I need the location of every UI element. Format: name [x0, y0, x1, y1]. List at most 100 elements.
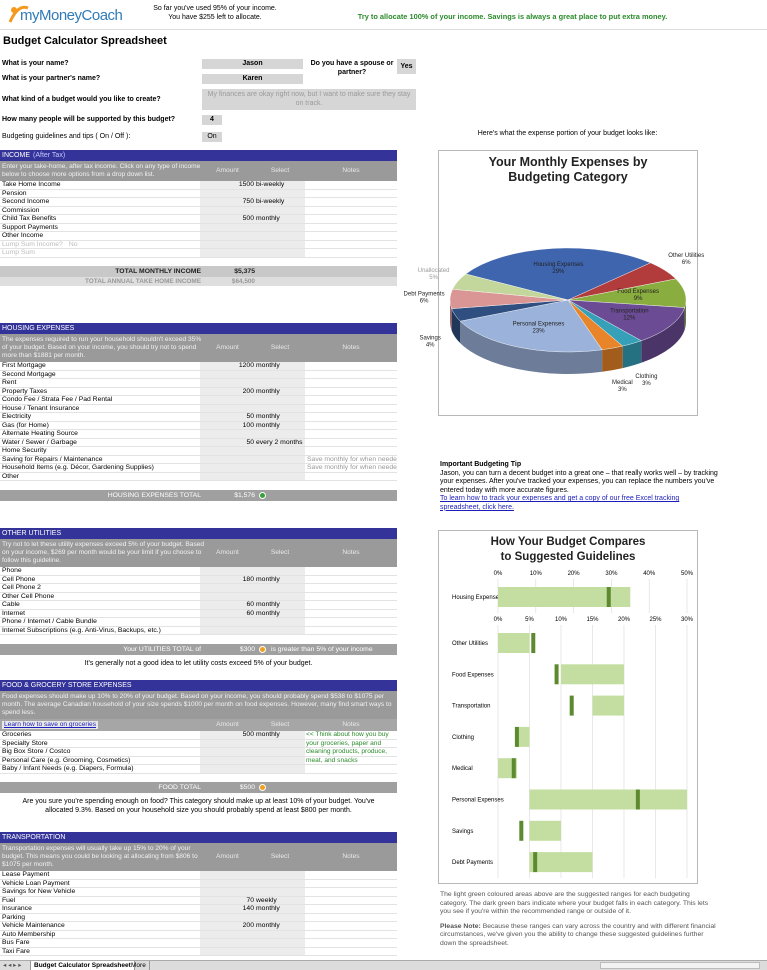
tab[interactable]: Budget Calculator Spreadsheet [30, 961, 135, 970]
amount-cell[interactable] [200, 765, 255, 773]
amount-cell[interactable]: 100 [200, 421, 255, 429]
amount-cell[interactable]: 60 [200, 601, 255, 609]
select-cell[interactable] [255, 430, 305, 438]
answer[interactable]: 4 [202, 115, 222, 125]
select-cell[interactable] [255, 206, 305, 214]
amount-cell[interactable] [200, 430, 255, 438]
tab-nav[interactable]: ◂ ◂ ▸ ▸ [3, 962, 22, 969]
amount-cell[interactable] [200, 888, 255, 896]
select-cell[interactable]: monthly [255, 575, 305, 583]
select-cell[interactable]: monthly [255, 421, 305, 429]
select-cell[interactable] [255, 567, 305, 575]
link[interactable]: Learn how to save on groceries [2, 721, 99, 729]
amount-cell[interactable]: 50 [200, 413, 255, 421]
amount-cell[interactable] [200, 947, 255, 955]
select-cell[interactable] [255, 748, 305, 756]
amount-cell[interactable] [200, 206, 255, 214]
amount-cell[interactable] [200, 756, 255, 764]
select-cell[interactable] [255, 592, 305, 600]
select-cell[interactable] [255, 404, 305, 412]
amount-cell[interactable]: 1500 [200, 181, 255, 189]
select-cell[interactable]: monthly [255, 905, 305, 913]
select-cell[interactable] [255, 756, 305, 764]
amount-cell[interactable] [200, 584, 255, 592]
select-cell[interactable]: monthly [255, 362, 305, 370]
select-cell[interactable] [255, 189, 305, 197]
scrollbar[interactable] [600, 962, 760, 969]
amount-cell[interactable] [200, 240, 255, 248]
amount-cell[interactable] [200, 626, 255, 634]
tip-link[interactable]: To learn how to track your expenses and … [440, 495, 680, 511]
select-cell[interactable]: monthly [255, 609, 305, 617]
amount-cell[interactable]: 140 [200, 905, 255, 913]
select-cell[interactable] [255, 739, 305, 747]
select-cell[interactable] [255, 240, 305, 248]
amount-cell[interactable] [200, 618, 255, 626]
amount-cell[interactable]: 750 [200, 198, 255, 206]
select-cell[interactable] [255, 249, 305, 257]
amount-cell[interactable] [200, 404, 255, 412]
amount-cell[interactable] [200, 913, 255, 921]
answer[interactable]: Karen [202, 74, 303, 84]
amount-cell[interactable]: 180 [200, 575, 255, 583]
select-cell[interactable] [255, 447, 305, 455]
select-cell[interactable] [255, 879, 305, 887]
select-cell[interactable]: weekly [255, 896, 305, 904]
select-cell[interactable] [255, 765, 305, 773]
amount-cell[interactable]: 200 [200, 922, 255, 930]
select-cell[interactable] [255, 370, 305, 378]
select-cell[interactable] [255, 913, 305, 921]
select-cell[interactable] [255, 947, 305, 955]
amount-cell[interactable] [200, 455, 255, 463]
select-cell[interactable] [255, 888, 305, 896]
answer[interactable]: My finances are okay right now, but I wa… [202, 89, 416, 110]
amount-cell[interactable] [200, 447, 255, 455]
amount-cell[interactable] [200, 879, 255, 887]
amount-cell[interactable]: 500 [200, 731, 255, 739]
select-cell[interactable] [255, 930, 305, 938]
select-cell[interactable] [255, 626, 305, 634]
amount-cell[interactable] [200, 472, 255, 480]
amount-cell[interactable] [200, 232, 255, 240]
amount-cell[interactable]: 70 [200, 896, 255, 904]
amount-cell[interactable] [200, 379, 255, 387]
select-cell[interactable]: monthly [255, 413, 305, 421]
select-cell[interactable]: monthly [255, 731, 305, 739]
select-cell[interactable]: monthly [255, 215, 305, 223]
select-cell[interactable]: every 2 months [255, 438, 305, 446]
select-cell[interactable] [255, 379, 305, 387]
select-cell[interactable] [255, 232, 305, 240]
amount-cell[interactable] [200, 871, 255, 879]
amount-cell[interactable] [200, 567, 255, 575]
amount-cell[interactable] [200, 930, 255, 938]
amount-cell[interactable] [200, 189, 255, 197]
amount-cell[interactable]: 500 [200, 215, 255, 223]
select-cell[interactable] [255, 584, 305, 592]
select-cell[interactable] [255, 455, 305, 463]
answer[interactable]: Yes [397, 59, 416, 74]
amount-cell[interactable]: 50 [200, 438, 255, 446]
select-cell[interactable]: monthly [255, 387, 305, 395]
amount-cell[interactable] [200, 464, 255, 472]
select-cell[interactable]: monthly [255, 922, 305, 930]
select-cell[interactable] [255, 618, 305, 626]
amount-cell[interactable] [200, 396, 255, 404]
amount-cell[interactable]: 200 [200, 387, 255, 395]
amount-cell[interactable] [200, 223, 255, 231]
answer[interactable]: On [202, 132, 222, 142]
select-cell[interactable] [255, 464, 305, 472]
amount-cell[interactable] [200, 370, 255, 378]
select-cell[interactable]: bi-weekly [255, 181, 305, 189]
amount-cell[interactable]: 1200 [200, 362, 255, 370]
amount-cell[interactable] [200, 748, 255, 756]
amount-cell[interactable]: 60 [200, 609, 255, 617]
tab[interactable]: More [128, 961, 150, 970]
select-cell[interactable] [255, 871, 305, 879]
answer[interactable]: Jason [202, 59, 303, 69]
amount-cell[interactable] [200, 939, 255, 947]
amount-cell[interactable] [200, 739, 255, 747]
select-cell[interactable]: monthly [255, 601, 305, 609]
select-cell[interactable] [255, 223, 305, 231]
amount-cell[interactable] [200, 592, 255, 600]
select-cell[interactable] [255, 472, 305, 480]
